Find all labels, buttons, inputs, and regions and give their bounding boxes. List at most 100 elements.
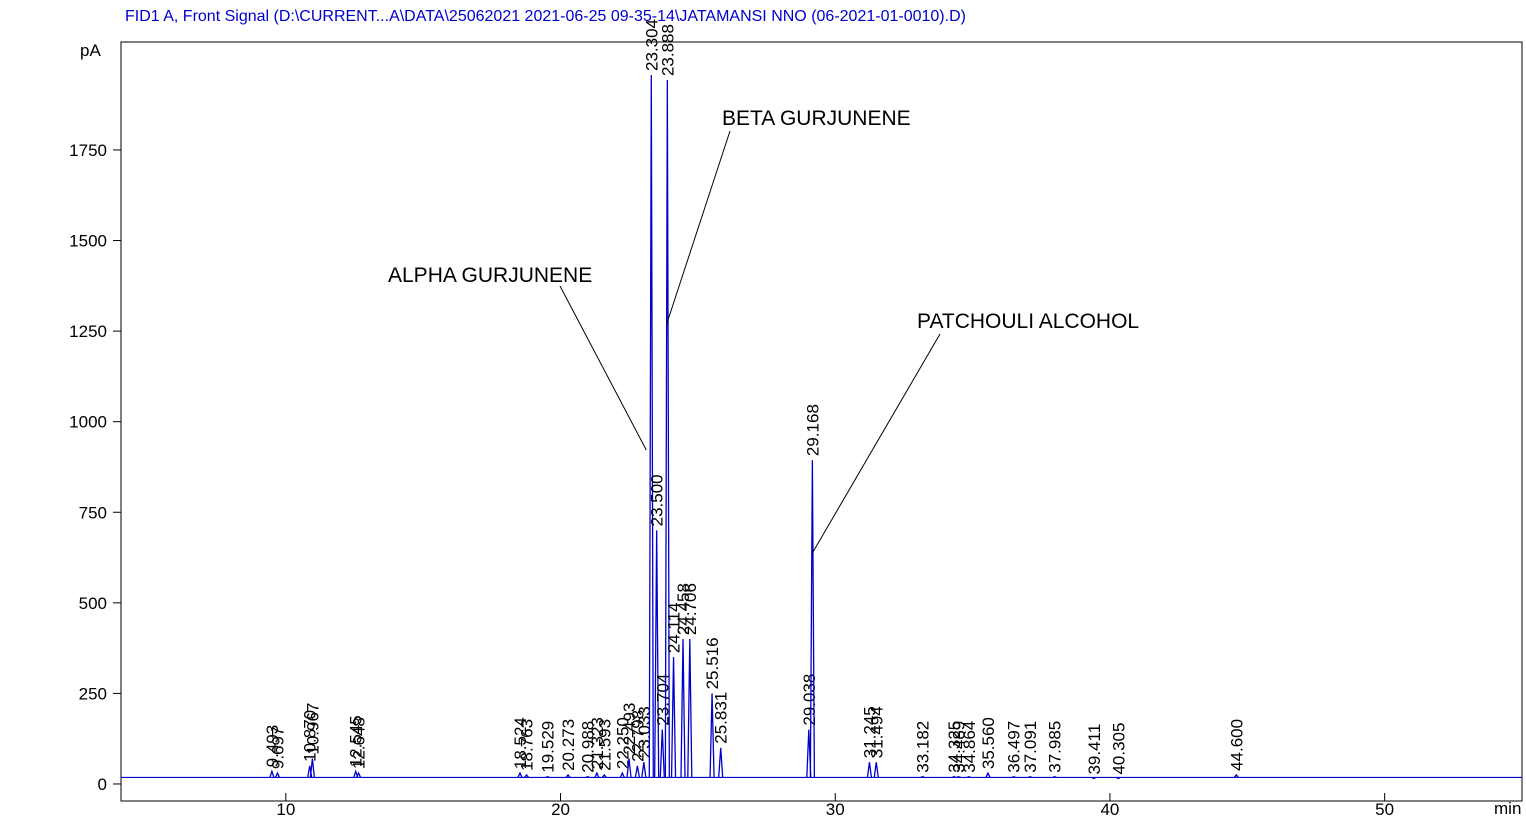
peak (585, 776, 590, 779)
peak (709, 693, 715, 778)
peak (1233, 773, 1239, 778)
peak-label: 9.697 (268, 727, 287, 770)
peak (524, 773, 530, 778)
annotation: BETA GURJUNENE (722, 107, 911, 130)
annotation-leader (811, 333, 941, 554)
peak-label: 12.545 (347, 715, 366, 767)
y-axis-label: pA (80, 41, 101, 60)
peak-label: 23.304 (642, 19, 661, 71)
peak-label: 22.798 (628, 710, 647, 762)
peak-label: 29.168 (803, 404, 822, 456)
peak-label: 33.182 (914, 721, 933, 773)
chart-title: FID1 A, Front Signal (D:\CURRENT...A\DAT… (125, 8, 966, 25)
peak (680, 639, 686, 778)
x-tick-label: 50 (1375, 800, 1394, 819)
y-tick-label: 750 (79, 503, 107, 522)
peak (985, 771, 991, 778)
peak (687, 639, 693, 778)
peak-label: 37.985 (1046, 721, 1065, 773)
y-tick-label: 0 (98, 775, 107, 794)
peak (866, 762, 873, 778)
peak-label: 29.038 (800, 674, 819, 726)
peak-label: 18.763 (518, 719, 537, 771)
peak-label: 10.967 (303, 703, 322, 755)
y-tick-label: 1750 (69, 141, 107, 160)
peak-label: 44.600 (1227, 719, 1246, 771)
peak (641, 762, 647, 778)
peak (648, 74, 654, 778)
peak-label: 21.593 (595, 719, 614, 771)
peak (718, 747, 724, 778)
peak-label: 36.497 (1005, 721, 1024, 773)
peak-label: 19.529 (539, 721, 558, 773)
peak-label: 21.323 (588, 717, 607, 769)
peak (601, 773, 607, 778)
peak-label: 18.524 (511, 717, 530, 769)
peak (1027, 776, 1033, 779)
peak-label: 37.091 (1021, 721, 1040, 773)
peak-label: 20.273 (559, 719, 578, 771)
peak-label: 34.864 (960, 721, 979, 773)
peak-label: 24.458 (674, 583, 693, 635)
peak-label: 40.305 (1109, 723, 1128, 775)
peak (309, 758, 316, 778)
peak (809, 460, 816, 778)
peak (966, 776, 972, 779)
peak (1116, 776, 1121, 780)
y-tick-label: 250 (79, 684, 107, 703)
peak (951, 776, 957, 779)
peak-label: 23.704 (653, 674, 672, 726)
peak (1052, 776, 1057, 779)
peak-label: 12.648 (350, 717, 369, 769)
annotation-leader (665, 130, 731, 326)
y-tick-label: 1000 (69, 413, 107, 432)
annotation-leader (559, 285, 647, 451)
peak-label: 22.493 (620, 703, 639, 755)
peak (274, 771, 281, 778)
peak-label: 34.489 (950, 721, 969, 773)
annotation: ALPHA GURJUNENE (388, 264, 592, 287)
peak (664, 80, 670, 778)
peak (565, 773, 571, 778)
y-tick-label: 1500 (69, 232, 107, 251)
peak (634, 765, 641, 778)
peak-label: 9.493 (263, 725, 282, 768)
peak-label: 20.988 (579, 721, 598, 773)
annotation: PATCHOULI ALCOHOL (917, 310, 1139, 333)
peak (594, 771, 600, 778)
y-tick-label: 500 (79, 594, 107, 613)
peak-label: 39.411 (1085, 724, 1104, 775)
peak-label: 25.831 (712, 692, 731, 744)
peak-label: 25.516 (703, 637, 722, 689)
peak (545, 776, 550, 779)
peak-label: 35.560 (979, 717, 998, 769)
peak (1011, 776, 1016, 779)
peak (873, 762, 879, 778)
peak-label: 31.245 (860, 706, 879, 758)
peak (920, 776, 925, 779)
x-tick-label: 20 (551, 800, 570, 819)
peak-label: 10.870 (301, 710, 320, 762)
peak-label: 22.250 (613, 717, 632, 769)
peak-label: 23.500 (648, 474, 667, 526)
x-axis-label: min (1494, 799, 1521, 818)
x-tick-label: 40 (1100, 800, 1119, 819)
peak-label: 24.706 (681, 583, 700, 635)
peak-label: 31.494 (867, 706, 886, 758)
peak-label: 34.325 (945, 721, 964, 773)
x-tick-label: 10 (276, 800, 295, 819)
peak (355, 771, 362, 778)
peak (269, 769, 275, 778)
peak (517, 771, 523, 778)
peak (659, 729, 665, 778)
peak (619, 771, 625, 778)
peak-label: 23.888 (658, 24, 677, 76)
x-tick-label: 30 (826, 800, 845, 819)
peak (654, 530, 660, 778)
peak-label: 24.114 (665, 602, 684, 653)
peak (626, 758, 632, 778)
y-tick-label: 1250 (69, 322, 107, 341)
peak-label: 23.033 (635, 706, 654, 758)
peak (956, 776, 961, 779)
